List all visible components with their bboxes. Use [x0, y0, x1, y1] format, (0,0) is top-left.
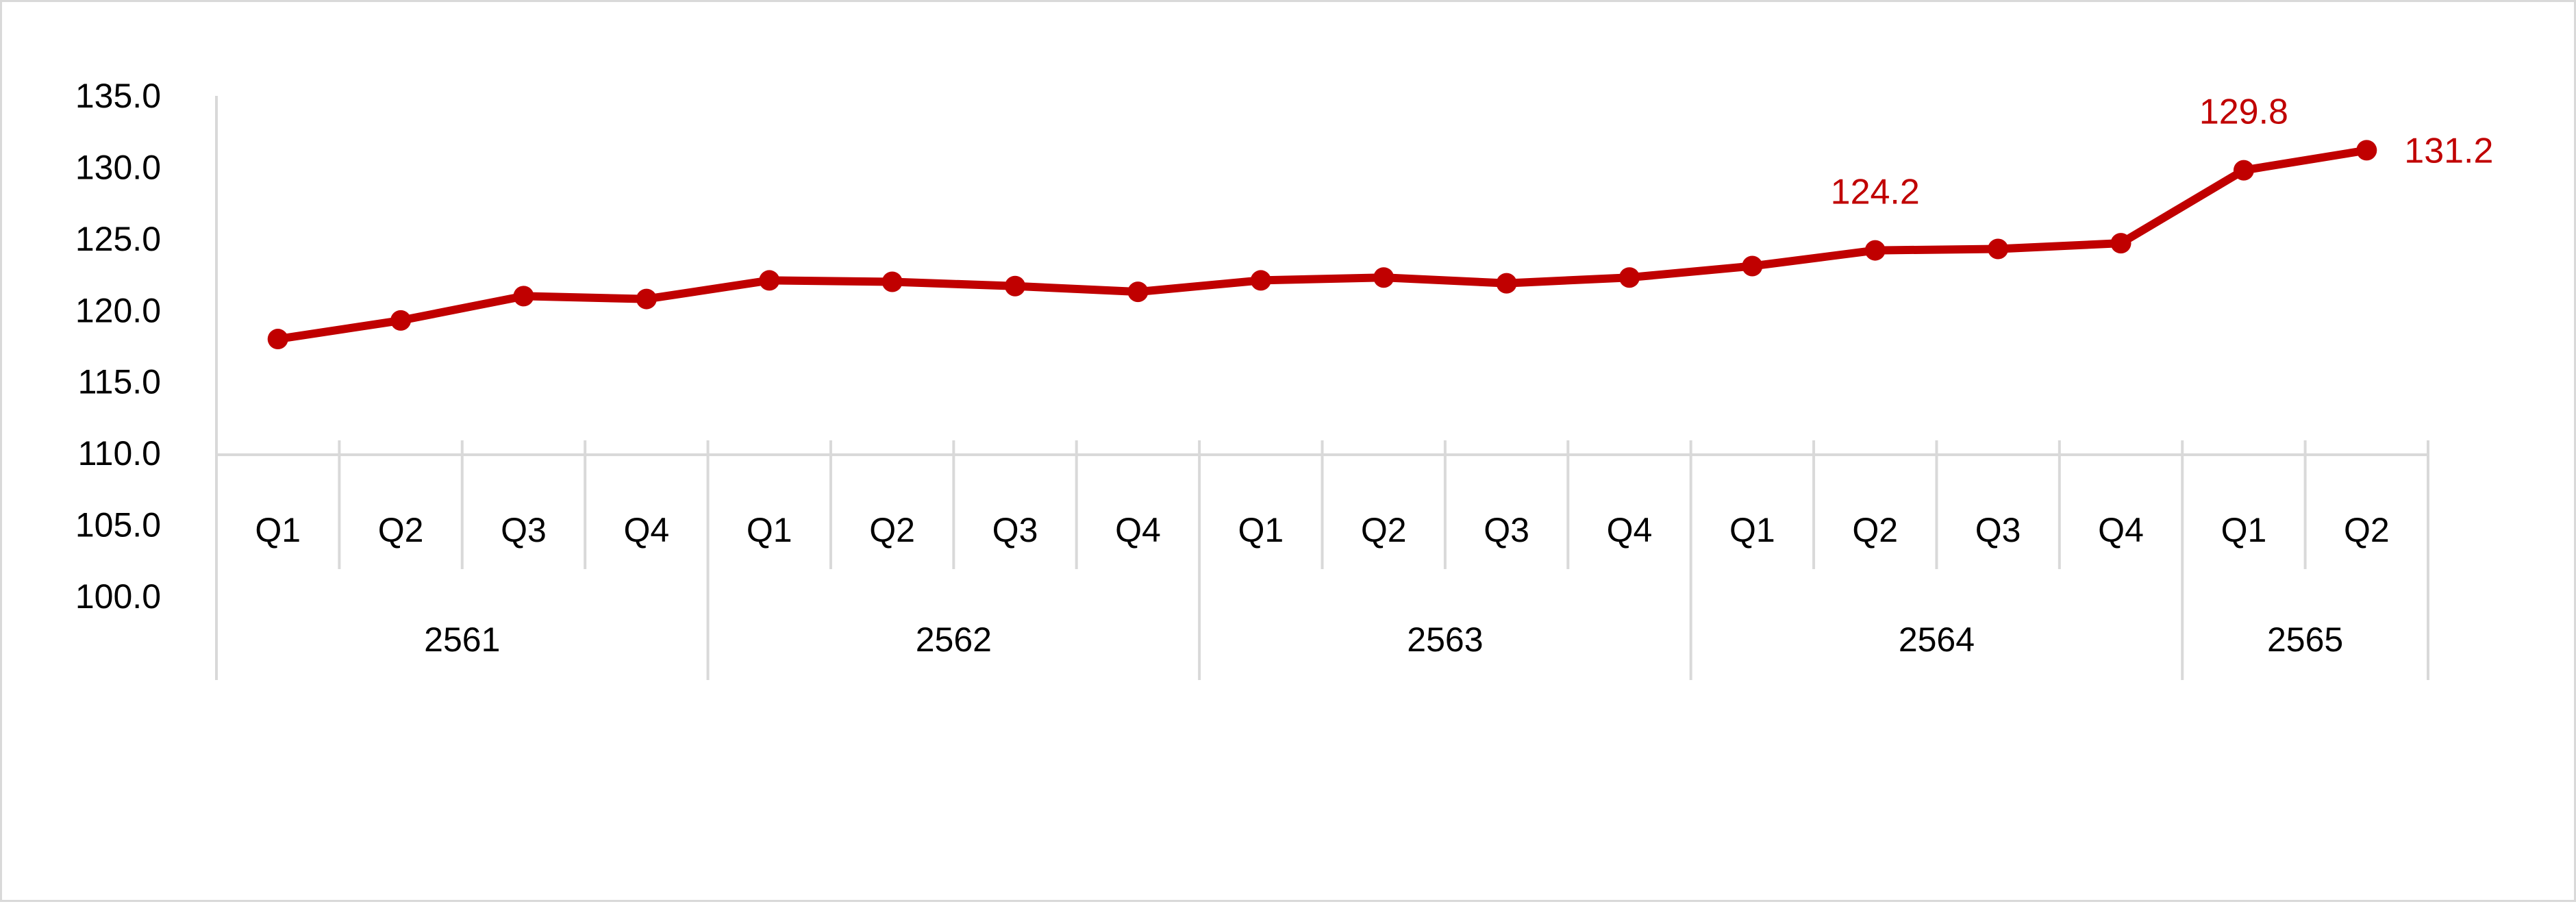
y-tick-label: 135.0: [75, 77, 161, 115]
x-category-label: Q4: [624, 511, 670, 549]
y-tick-label: 115.0: [78, 363, 161, 401]
data-point: [2233, 160, 2254, 181]
data-label: 131.2: [2404, 131, 2493, 171]
data-point: [881, 271, 903, 292]
axes: [215, 96, 2429, 680]
x-category-label: Q1: [1238, 511, 1284, 549]
x-category-label: Q4: [1115, 511, 1161, 549]
x-category-label: Q1: [255, 511, 301, 549]
x-category-label: Q1: [747, 511, 792, 549]
x-category-label: Q2: [869, 511, 915, 549]
data-point: [636, 288, 657, 310]
x-group-label: 2562: [916, 620, 992, 659]
x-category-label: Q3: [1484, 511, 1529, 549]
x-category-label: Q3: [501, 511, 547, 549]
y-axis-ticks: 100.0 105.0 110.0 115.0 120.0 125.0 130.0 135.0: [75, 77, 161, 616]
data-labels: 124.2 129.8 131.2: [1831, 92, 2494, 212]
x-axis-group-labels: 2561 2562 2563 2564 2565: [424, 620, 2343, 659]
data-point: [1373, 267, 1395, 288]
x-category-label: Q2: [1361, 511, 1407, 549]
data-point: [1988, 238, 2009, 260]
y-tick-label: 130.0: [75, 148, 161, 186]
x-category-label: Q4: [1607, 511, 1653, 549]
y-tick-label: 105.0: [75, 506, 161, 544]
x-category-label: Q2: [2344, 511, 2390, 549]
x-category-label: Q3: [992, 511, 1038, 549]
x-category-label: Q1: [2221, 511, 2267, 549]
data-label: 129.8: [2199, 92, 2288, 132]
y-tick-label: 110.0: [78, 434, 161, 473]
x-group-label: 2563: [1407, 620, 1483, 659]
x-category-label: Q1: [1729, 511, 1775, 549]
data-point: [1742, 255, 1763, 277]
x-category-label: Q3: [1975, 511, 2021, 549]
data-point: [267, 329, 288, 350]
data-point: [390, 310, 412, 331]
x-group-label: 2561: [424, 620, 500, 659]
data-point: [2356, 140, 2377, 161]
x-axis-category-labels: Q1 Q2 Q3 Q4 Q1 Q2 Q3 Q4 Q1 Q2 Q3 Q4 Q1 Q2 Q3 Q4 Q1 Q2: [255, 511, 2389, 549]
x-category-label: Q2: [378, 511, 424, 549]
data-label: 124.2: [1831, 173, 1920, 212]
data-point: [759, 270, 780, 291]
series-line: [273, 146, 2371, 344]
data-point: [2110, 233, 2131, 254]
data-point: [1127, 281, 1149, 303]
data-point: [1618, 267, 1640, 288]
x-group-label: 2565: [2267, 620, 2343, 659]
x-group-label: 2564: [1899, 620, 1975, 659]
x-category-label: Q2: [1852, 511, 1898, 549]
data-point: [1005, 275, 1026, 297]
data-point: [1250, 270, 1271, 291]
data-point: [1864, 240, 1886, 261]
y-tick-label: 125.0: [75, 220, 161, 258]
data-point: [1496, 273, 1517, 294]
y-tick-label: 120.0: [75, 291, 161, 329]
x-category-label: Q4: [2098, 511, 2144, 549]
data-point: [513, 286, 534, 307]
series: [267, 140, 2377, 350]
y-tick-label: 100.0: [75, 577, 161, 616]
